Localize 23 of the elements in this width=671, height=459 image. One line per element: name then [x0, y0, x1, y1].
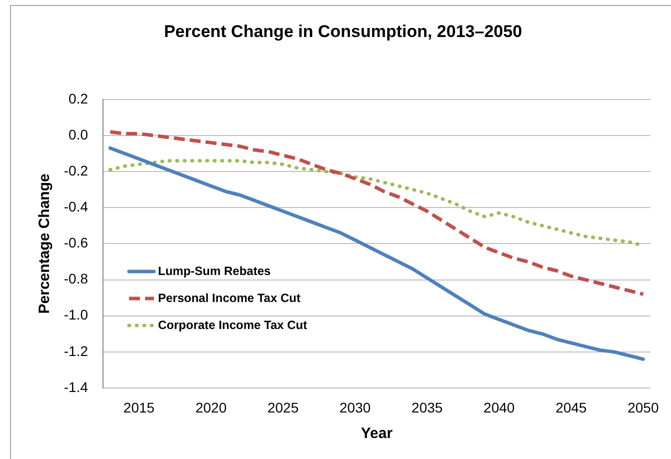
x-tick-label: 2040 [484, 399, 515, 416]
x-tick-label: 2015 [123, 399, 155, 416]
legend-label: Corporate Income Tax Cut [158, 318, 308, 332]
y-tick-label: -1.0 [64, 306, 88, 323]
x-tick-label: 2050 [628, 399, 659, 416]
y-tick-label: 0.0 [68, 126, 88, 142]
x-tick-label: 2045 [556, 399, 587, 416]
chart-title: Percent Change in Consumption, 2013–2050 [164, 22, 522, 41]
y-tick-label: -1.4 [64, 378, 88, 395]
y-axis-title: Percentage Change [36, 174, 54, 314]
x-axis-title: Year [360, 425, 393, 442]
x-tick-label: 2020 [195, 399, 227, 416]
y-tick-label: -1.2 [64, 342, 88, 359]
y-tick-label: -0.4 [64, 198, 88, 214]
legend-label: Lump-Sum Rebates [158, 264, 272, 278]
x-tick-label: 2025 [267, 399, 299, 416]
y-tick-label: -0.2 [64, 162, 88, 178]
y-tick-label: -0.6 [64, 234, 88, 251]
x-tick-label: 2030 [340, 399, 371, 416]
y-tick-label: 0.2 [68, 90, 88, 106]
x-tick-label: 2035 [412, 399, 443, 416]
y-tick-label: -0.8 [64, 270, 88, 287]
legend-label: Personal Income Tax Cut [158, 290, 300, 305]
